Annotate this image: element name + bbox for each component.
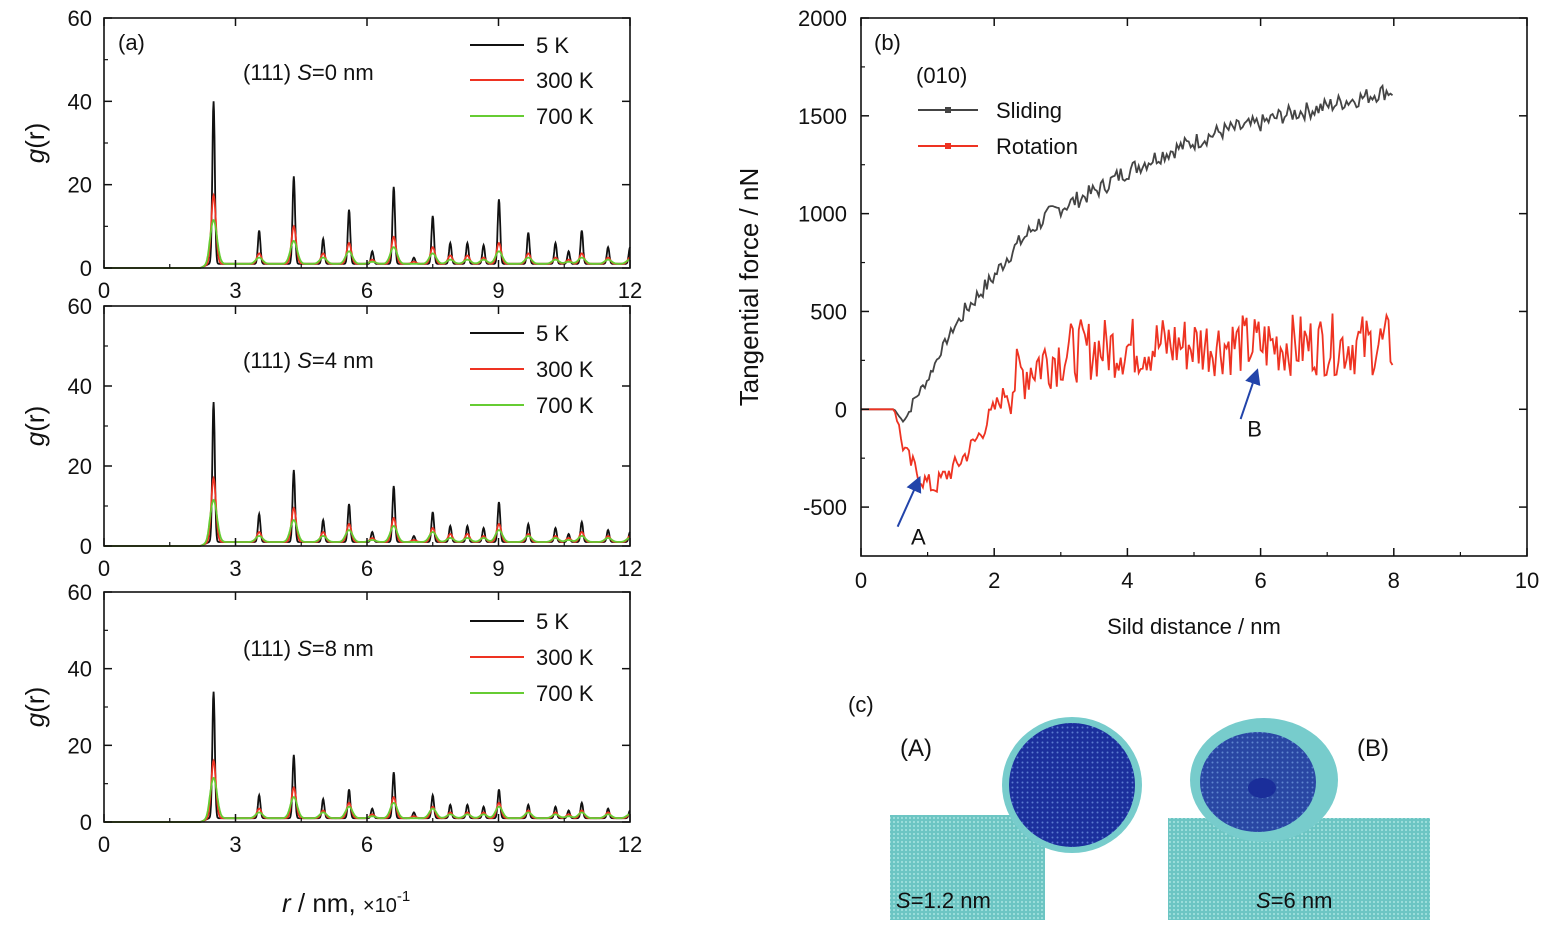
- x-tick-label: 9: [492, 278, 504, 303]
- panel-b-label: (b): [874, 30, 901, 55]
- x-tick-label: 4: [1121, 568, 1133, 593]
- y-tick-label: 0: [80, 256, 92, 281]
- legend-label: 700 K: [536, 681, 594, 706]
- y-tick-label: 500: [810, 299, 847, 324]
- subplot-s0: 0 3 6 9 12 0 20 40 60 g(r) (a) (111) S=0 nm 5 K 300 K…: [20, 6, 642, 303]
- arrow-b-label: B: [1247, 417, 1262, 442]
- x-axis-label: r / nm, ×10-1: [282, 888, 410, 918]
- legend-label: 5 K: [536, 33, 569, 58]
- substrate-b: [1168, 818, 1430, 920]
- plane-label: (010): [916, 63, 967, 88]
- plane-annotation: (111) S=4 nm: [243, 348, 374, 373]
- legend-marker: [945, 143, 951, 149]
- y-axis-label: Tangential force / nN: [734, 168, 764, 406]
- y-tick-label: 0: [80, 810, 92, 835]
- legend-label: 300 K: [536, 357, 594, 382]
- x-tick-label: 6: [361, 278, 373, 303]
- y-tick-label: 0: [80, 534, 92, 559]
- y-axis-label: g(r): [20, 687, 50, 727]
- legend-label: 700 K: [536, 393, 594, 418]
- series-line-5k: [104, 691, 631, 823]
- y-tick-label: 40: [68, 657, 92, 682]
- x-tick-label: 2: [988, 568, 1000, 593]
- plane-annotation: (111) S=0 nm: [243, 60, 374, 85]
- y-axis-label: g(r): [20, 123, 50, 163]
- series-line-5k: [104, 401, 631, 547]
- snapshot-a-tag: (A): [900, 735, 932, 762]
- x-tick-label: 0: [98, 832, 110, 857]
- series-line-300k: [104, 475, 631, 547]
- panel-a-label: (a): [118, 30, 145, 55]
- snapshot-b-distance: S=6 nm: [1256, 888, 1332, 913]
- x-tick-label: 8: [1388, 568, 1400, 593]
- x-tick-label: 3: [229, 278, 241, 303]
- particle-b-center: [1248, 778, 1276, 798]
- y-tick-label: 20: [68, 454, 92, 479]
- x-tick-label: 12: [618, 832, 642, 857]
- legend-label: 5 K: [536, 321, 569, 346]
- legend-label: Rotation: [996, 134, 1078, 159]
- x-tick-label: 3: [229, 556, 241, 581]
- snapshot-panel: (c) (A) (B) S=1.2 nm S=6 nm: [848, 692, 1430, 920]
- x-tick-label: 12: [618, 278, 642, 303]
- x-tick-label: 0: [98, 278, 110, 303]
- y-tick-label: -500: [803, 495, 847, 520]
- series-line-300k: [104, 758, 631, 823]
- legend-label: 5 K: [536, 609, 569, 634]
- x-tick-label: 0: [98, 556, 110, 581]
- y-tick-label: 20: [68, 733, 92, 758]
- x-tick-label: 0: [855, 568, 867, 593]
- particle-a-core: [1009, 723, 1135, 847]
- y-tick-label: 2000: [798, 6, 847, 31]
- snapshot-b-tag: (B): [1357, 735, 1389, 762]
- y-tick-label: 1000: [798, 202, 847, 227]
- y-tick-label: 20: [68, 173, 92, 198]
- x-tick-label: 9: [492, 556, 504, 581]
- x-tick-label: 12: [618, 556, 642, 581]
- arrow-a: [896, 475, 922, 528]
- x-tick-label: 10: [1515, 568, 1539, 593]
- series-line-sliding: [861, 83, 1394, 424]
- legend-label: 300 K: [536, 68, 594, 93]
- x-tick-label: 9: [492, 832, 504, 857]
- x-axis-label: Sild distance / nm: [1107, 614, 1281, 639]
- force-chart: 0 2 4 6 8 10 -500 0 500 1000 1500 2000 Sild distance…: [734, 6, 1539, 639]
- y-tick-label: 60: [68, 294, 92, 319]
- y-tick-label: 60: [68, 580, 92, 605]
- x-tick-label: 6: [361, 832, 373, 857]
- subplot-s8: 0 3 6 9 12 0 20 40 60 g(r) (111) S=8 nm 5 K 300 K 700…: [20, 580, 642, 918]
- substrate-a: [890, 815, 1045, 920]
- legend-label: 300 K: [536, 645, 594, 670]
- x-tick-label: 6: [1254, 568, 1266, 593]
- y-tick-label: 60: [68, 6, 92, 31]
- legend-label: 700 K: [536, 104, 594, 129]
- snapshot-a-distance: S=1.2 nm: [896, 888, 991, 913]
- y-tick-label: 0: [835, 397, 847, 422]
- x-tick-label: 3: [229, 832, 241, 857]
- y-axis-label: g(r): [20, 406, 50, 446]
- series-line-300k: [104, 192, 631, 269]
- legend-marker: [945, 107, 951, 113]
- y-tick-label: 40: [68, 89, 92, 114]
- plot-frame: [860, 17, 1528, 557]
- legend-label: Sliding: [996, 98, 1062, 123]
- x-tick-label: 6: [361, 556, 373, 581]
- arrow-b: [1239, 368, 1261, 420]
- arrow-a-label: A: [911, 524, 926, 549]
- y-tick-label: 40: [68, 374, 92, 399]
- panel-c-label: (c): [848, 692, 874, 717]
- series-line-rotation: [861, 312, 1394, 494]
- plane-annotation: (111) S=8 nm: [243, 636, 374, 661]
- subplot-s4: 0 3 6 9 12 0 20 40 60 g(r) (111) S=4 nm 5 K 300 K 700…: [20, 294, 642, 581]
- y-tick-label: 1500: [798, 104, 847, 129]
